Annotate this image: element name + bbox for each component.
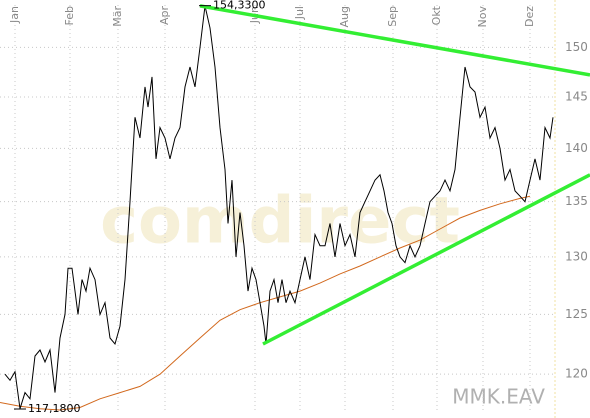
y-tick-label: 125 — [565, 307, 588, 321]
annotation-label: 117,1800 — [28, 402, 81, 415]
trend-line — [199, 4, 590, 77]
y-tick-label: 150 — [565, 40, 588, 54]
x-tick-label: Sep — [386, 6, 399, 27]
moving-average — [0, 195, 531, 411]
y-tick-label: 135 — [565, 194, 588, 208]
y-tick-label: 145 — [565, 89, 588, 103]
y-tick-label: 130 — [565, 249, 588, 263]
x-tick-label: Jan — [8, 6, 21, 24]
annotation-label: 154,3300 — [213, 0, 266, 12]
x-tick-label: Mär — [111, 6, 124, 27]
watermark: comdirect — [100, 185, 460, 259]
y-tick-label: 140 — [565, 141, 588, 155]
x-tick-label: Jul — [293, 6, 306, 20]
x-tick-label: Aug — [338, 6, 351, 27]
x-tick-label: Feb — [63, 6, 76, 25]
y-tick-label: 120 — [565, 367, 588, 381]
x-tick-label: Dez — [523, 6, 536, 27]
symbol-label: MMK.EAV — [452, 385, 545, 409]
price-line — [4, 5, 554, 409]
x-tick-label: Nov — [476, 6, 489, 28]
x-tick-label: Okt — [430, 5, 443, 25]
x-tick-label: Apr — [158, 6, 171, 26]
trend-line — [262, 173, 590, 346]
